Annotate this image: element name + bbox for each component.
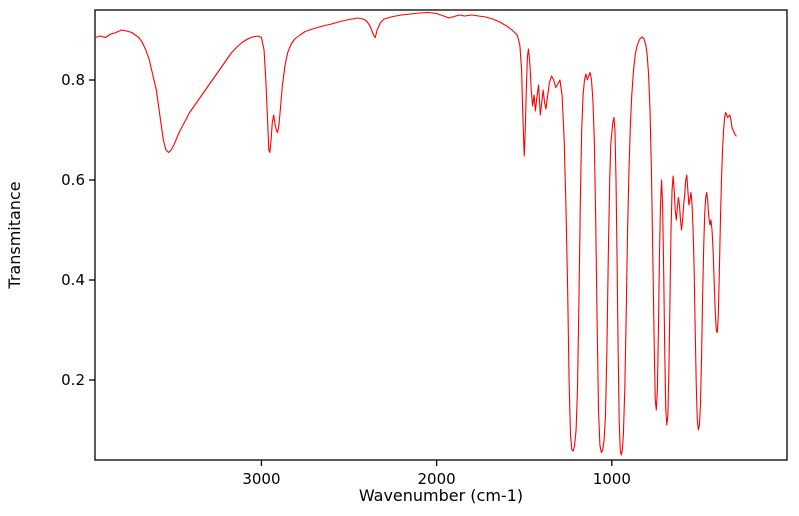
y-tick-label: 0.4 (61, 271, 85, 289)
plot-frame (94, 9, 788, 461)
y-tick-label: 0.2 (61, 371, 85, 389)
x-tick-label: 2000 (418, 470, 456, 488)
y-axis-label: Transmitance (5, 181, 24, 289)
spectrum-line (94, 11, 737, 456)
x-tick-label: 3000 (242, 470, 280, 488)
y-tick-label: 0.6 (61, 171, 85, 189)
x-axis-label: Wavenumber (cm-1) (359, 486, 523, 505)
y-tick-label: 0.8 (61, 71, 85, 89)
x-tick-label: 1000 (593, 470, 631, 488)
plot-area: 3000 2000 1000 0.2 0.4 0.6 0.8 (61, 11, 737, 488)
